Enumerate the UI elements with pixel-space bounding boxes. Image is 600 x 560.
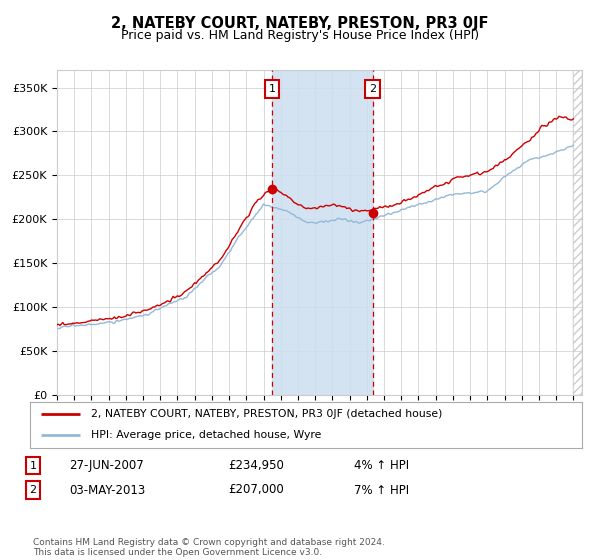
Text: 2, NATEBY COURT, NATEBY, PRESTON, PR3 0JF: 2, NATEBY COURT, NATEBY, PRESTON, PR3 0J…	[111, 16, 489, 31]
Text: 27-JUN-2007: 27-JUN-2007	[69, 459, 144, 473]
Text: £234,950: £234,950	[228, 459, 284, 473]
Text: Contains HM Land Registry data © Crown copyright and database right 2024.
This d: Contains HM Land Registry data © Crown c…	[33, 538, 385, 557]
Text: 7% ↑ HPI: 7% ↑ HPI	[354, 483, 409, 497]
Text: HPI: Average price, detached house, Wyre: HPI: Average price, detached house, Wyre	[91, 430, 321, 440]
Text: 2: 2	[369, 85, 376, 94]
Text: 03-MAY-2013: 03-MAY-2013	[69, 483, 145, 497]
Text: 2: 2	[29, 485, 37, 495]
Text: 1: 1	[268, 85, 275, 94]
Bar	[272, 70, 373, 395]
Text: 1: 1	[29, 461, 37, 471]
Text: 2, NATEBY COURT, NATEBY, PRESTON, PR3 0JF (detached house): 2, NATEBY COURT, NATEBY, PRESTON, PR3 0J…	[91, 409, 442, 419]
Text: £207,000: £207,000	[228, 483, 284, 497]
Text: 4% ↑ HPI: 4% ↑ HPI	[354, 459, 409, 473]
Text: Price paid vs. HM Land Registry's House Price Index (HPI): Price paid vs. HM Land Registry's House …	[121, 29, 479, 42]
